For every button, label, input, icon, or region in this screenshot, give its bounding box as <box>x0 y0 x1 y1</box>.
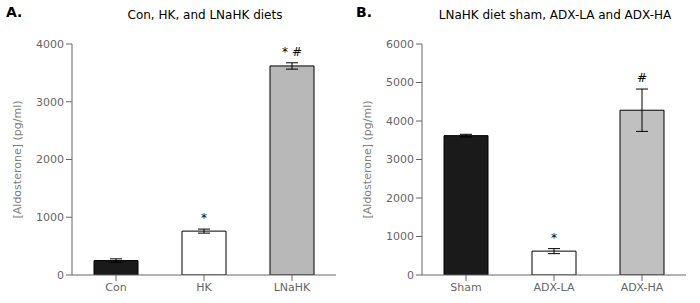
svg-text:Sham: Sham <box>450 281 481 294</box>
svg-text:6000: 6000 <box>386 38 414 51</box>
html-text:A.: A. <box>6 4 23 20</box>
svg-text:#: # <box>637 71 647 85</box>
svg-text:4000: 4000 <box>386 115 414 128</box>
svg-text:0: 0 <box>407 269 414 282</box>
svg-text:3000: 3000 <box>386 153 414 166</box>
svg-text:*: * <box>201 211 207 225</box>
svg-text:5000: 5000 <box>386 76 414 89</box>
svg-text:*: * <box>551 231 557 245</box>
html-text:LNaHK diet sham, ADX-LA and AD: LNaHK diet sham, ADX-LA and ADX-HA <box>438 8 672 22</box>
html-text:Con, HK, and LNaHK diets: Con, HK, and LNaHK diets <box>127 8 283 22</box>
svg-text:4000: 4000 <box>36 38 64 51</box>
svg-text:2000: 2000 <box>386 192 414 205</box>
svg-text:Con: Con <box>105 281 126 294</box>
svg-text:[Aldosterone] (pg/ml): [Aldosterone] (pg/ml) <box>361 101 374 219</box>
svg-text:1000: 1000 <box>36 211 64 224</box>
svg-text:LNaHK: LNaHK <box>274 281 311 294</box>
svg-text:ADX-HA: ADX-HA <box>621 281 664 294</box>
svg-text:2000: 2000 <box>36 153 64 166</box>
svg-text:HK: HK <box>196 281 212 294</box>
svg-text:* #: * # <box>282 45 302 59</box>
html-text:B.: B. <box>356 4 372 20</box>
svg-text:[Aldosterone] (pg/ml): [Aldosterone] (pg/ml) <box>11 101 24 219</box>
svg-text:3000: 3000 <box>36 96 64 109</box>
svg-text:1000: 1000 <box>386 230 414 243</box>
svg-text:ADX-LA: ADX-LA <box>534 281 575 294</box>
svg-text:0: 0 <box>57 269 64 282</box>
